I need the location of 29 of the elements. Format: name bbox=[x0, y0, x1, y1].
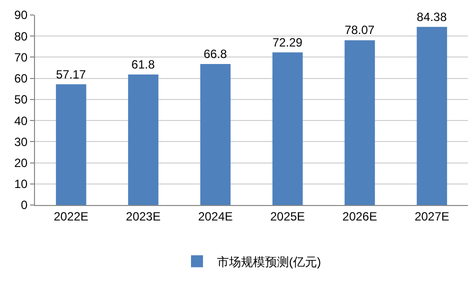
x-tick-label: 2023E bbox=[126, 209, 161, 224]
x-tick-label: 2024E bbox=[198, 209, 233, 224]
x-tick-label: 2026E bbox=[342, 209, 378, 224]
y-tick-label: 0 bbox=[20, 198, 28, 212]
bar bbox=[56, 84, 86, 205]
x-tick-label: 2022E bbox=[54, 209, 88, 224]
data-label: 66.8 bbox=[204, 46, 228, 61]
y-tick-label: 70 bbox=[14, 50, 28, 64]
x-tick-label: 2025E bbox=[270, 209, 305, 224]
y-tick-label: 30 bbox=[14, 134, 28, 149]
data-label: 84.38 bbox=[416, 10, 448, 24]
data-label: 57.17 bbox=[56, 67, 86, 82]
data-label: 72.29 bbox=[272, 35, 303, 50]
bar bbox=[128, 74, 158, 205]
y-tick-label: 50 bbox=[14, 92, 28, 107]
y-tick-label: 90 bbox=[14, 8, 28, 22]
bar bbox=[416, 26, 448, 205]
data-label: 61.8 bbox=[131, 58, 156, 72]
bar bbox=[344, 40, 375, 205]
y-tick-label: 80 bbox=[14, 29, 28, 44]
y-tick-label: 10 bbox=[14, 177, 28, 192]
bar bbox=[200, 64, 231, 205]
y-tick-label: 60 bbox=[14, 72, 28, 86]
data-label: 78.07 bbox=[344, 23, 375, 38]
legend-label: 市场规模预测(亿元) bbox=[217, 254, 321, 269]
y-tick-label: 20 bbox=[14, 156, 28, 170]
y-tick-label: 40 bbox=[14, 114, 28, 128]
bar bbox=[272, 52, 303, 205]
x-tick-label: 2027E bbox=[414, 209, 450, 224]
